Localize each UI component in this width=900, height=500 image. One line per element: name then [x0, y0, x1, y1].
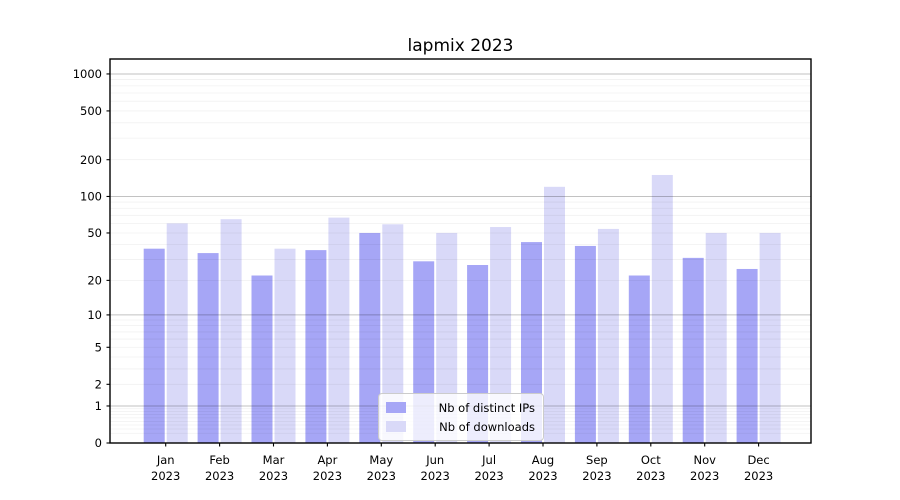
x-tick-label: Apr 2023 — [313, 453, 342, 483]
y-tick-label: 0 — [95, 436, 102, 450]
bar-feb-distinct-ips — [197, 253, 219, 443]
bar-oct-distinct-ips — [628, 275, 650, 443]
y-tick-label: 2 — [95, 377, 102, 391]
bar-mar-downloads — [274, 248, 296, 443]
bar-jun-downloads — [436, 232, 458, 443]
x-tick-label: Jul 2023 — [474, 453, 503, 483]
x-tick-label: Sep 2023 — [582, 453, 611, 483]
bar-sep-downloads — [597, 228, 619, 443]
y-tick-label: 200 — [80, 153, 102, 167]
bar-aug-downloads — [544, 186, 565, 444]
bar-jul-downloads — [490, 227, 512, 443]
legend-item-distinct-ips: Nb of distinct IPs — [386, 399, 535, 416]
y-tick-label: 500 — [80, 104, 102, 118]
x-tick-label: Dec 2023 — [744, 453, 773, 483]
y-tick-label: 50 — [87, 226, 102, 240]
chart-title: lapmix 2023 — [407, 36, 514, 56]
bar-may-distinct-ips — [359, 232, 381, 443]
bar-sep-distinct-ips — [574, 245, 596, 443]
plot-border — [109, 58, 812, 444]
bar-apr-distinct-ips — [305, 250, 327, 443]
bar-apr-downloads — [328, 217, 350, 443]
bar-oct-downloads — [651, 174, 673, 443]
x-tick-label: Nov 2023 — [690, 453, 719, 483]
legend-swatch-distinct-ips — [386, 402, 406, 413]
y-tick-label: 1 — [95, 399, 102, 413]
legend-label-downloads: Nb of downloads — [439, 419, 535, 434]
y-tick-label: 100 — [80, 190, 102, 204]
y-tick-label: 20 — [87, 274, 102, 288]
x-tick-label: May 2023 — [367, 453, 396, 483]
y-tick-label: 5 — [95, 340, 102, 354]
bar-feb-downloads — [220, 219, 242, 443]
bar-jan-distinct-ips — [143, 248, 165, 443]
bar-dec-downloads — [759, 232, 781, 443]
x-tick-label: Mar 2023 — [259, 453, 288, 483]
bar-mar-distinct-ips — [251, 275, 273, 443]
y-tick-label: 1000 — [73, 67, 102, 81]
bar-dec-distinct-ips — [736, 268, 758, 443]
bar-nov-downloads — [705, 232, 727, 443]
bar-aug-distinct-ips — [521, 242, 542, 443]
x-tick-label: Aug 2023 — [528, 453, 557, 483]
bar-jan-downloads — [166, 223, 188, 443]
x-tick-label: Oct 2023 — [636, 453, 665, 483]
legend-swatch-downloads — [386, 421, 406, 432]
x-tick-label: Feb 2023 — [205, 453, 234, 483]
chart-legend: Nb of distinct IPs Nb of downloads — [378, 393, 544, 441]
x-tick-label: Jan 2023 — [151, 453, 180, 483]
bar-nov-distinct-ips — [682, 257, 704, 443]
x-tick-label: Jun 2023 — [421, 453, 450, 483]
legend-item-downloads: Nb of downloads — [386, 418, 535, 435]
bar-may-downloads — [382, 224, 404, 443]
legend-label-distinct-ips: Nb of distinct IPs — [438, 400, 535, 415]
y-tick-label: 10 — [87, 308, 102, 322]
